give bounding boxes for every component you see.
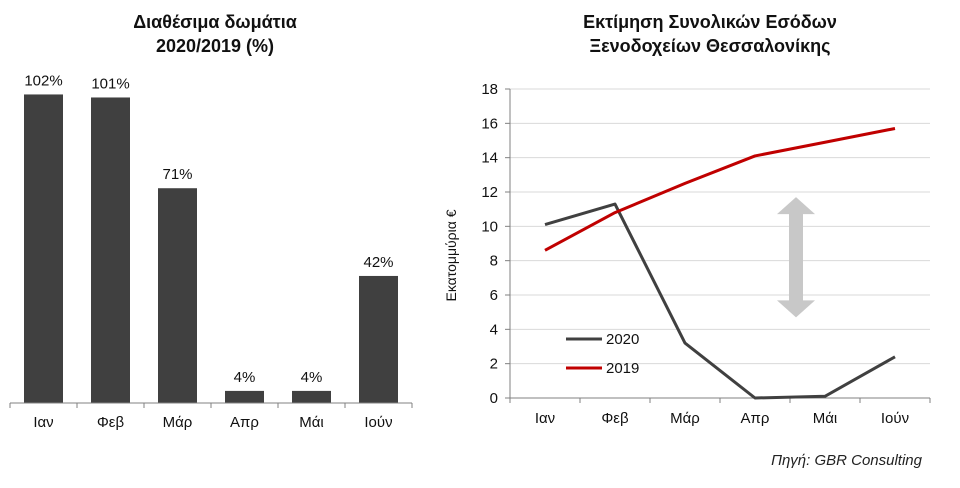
x-tick-label: Ιαν xyxy=(535,410,555,427)
y-tick-label: 18 xyxy=(481,81,498,98)
x-tick-label: Ιαν xyxy=(33,414,53,431)
y-tick-label: 12 xyxy=(481,184,498,201)
bar-Απρ xyxy=(225,390,264,403)
bar-Φεβ xyxy=(91,97,130,403)
bar-chart-title: Διαθέσιμα δωμάτια 2020/2019 (%) xyxy=(0,10,430,58)
x-tick-label: Μάι xyxy=(299,414,324,431)
bar-data-label: 4% xyxy=(301,369,323,386)
x-tick-label: Μάρ xyxy=(163,414,193,431)
source-note: Πηγή: GBR Consulting xyxy=(771,452,922,469)
x-tick-label: Φεβ xyxy=(97,414,125,431)
series-line-2020 xyxy=(544,202,896,400)
bar-Ιαν xyxy=(24,94,63,403)
y-tick-label: 10 xyxy=(481,218,498,235)
bar-data-label: 71% xyxy=(162,166,192,183)
y-tick-label: 16 xyxy=(481,115,498,132)
bar-Μάι xyxy=(292,390,331,403)
line-chart-title-line1: Εκτίμηση Συνολικών Εσόδων xyxy=(583,12,837,32)
bar-chart-title-line2: 2020/2019 (%) xyxy=(155,36,275,56)
x-tick-label: Φεβ xyxy=(601,410,629,427)
bar-data-label: 101% xyxy=(91,75,129,92)
y-tick-label: 14 xyxy=(481,150,498,167)
bar-data-label: 42% xyxy=(363,254,393,271)
y-tick-label: 4 xyxy=(490,321,498,338)
bar-data-label: 102% xyxy=(24,72,62,89)
x-tick-label: Μάι xyxy=(813,410,838,427)
y-tick-label: 8 xyxy=(490,253,498,270)
legend-label-2019: 2019 xyxy=(606,360,639,377)
line-chart-title-line2: Ξενοδοχείων Θεσσαλονίκης xyxy=(589,36,831,56)
double-arrow-icon xyxy=(777,197,815,318)
line-chart-title: Εκτίμηση Συνολικών Εσόδων Ξενοδοχείων Θε… xyxy=(470,10,950,58)
y-tick-label: 2 xyxy=(490,356,498,373)
bar-data-label: 4% xyxy=(234,369,256,386)
y-axis-label: Εκατομμύρια € xyxy=(443,209,459,301)
y-tick-label: 0 xyxy=(490,390,498,407)
x-tick-label: Απρ xyxy=(741,410,770,427)
bar-chart: 102% Ιαν 101% Φεβ 71% Μάρ 4% Απρ 4% Μάι 42% Ιούν xyxy=(9,72,413,431)
legend-label-2020: 2020 xyxy=(606,331,639,348)
series-line-2019 xyxy=(544,127,896,252)
x-tick-label: Απρ xyxy=(230,414,259,431)
x-tick-label: Μάρ xyxy=(670,410,700,427)
bar-Ιούν xyxy=(359,275,398,403)
bar-chart-title-line1: Διαθέσιμα δωμάτια xyxy=(133,12,297,32)
x-tick-label: Ιούν xyxy=(364,414,392,431)
x-tick-label: Ιούν xyxy=(881,410,909,427)
bar-Μάρ xyxy=(158,188,197,403)
y-tick-label: 6 xyxy=(490,287,498,304)
